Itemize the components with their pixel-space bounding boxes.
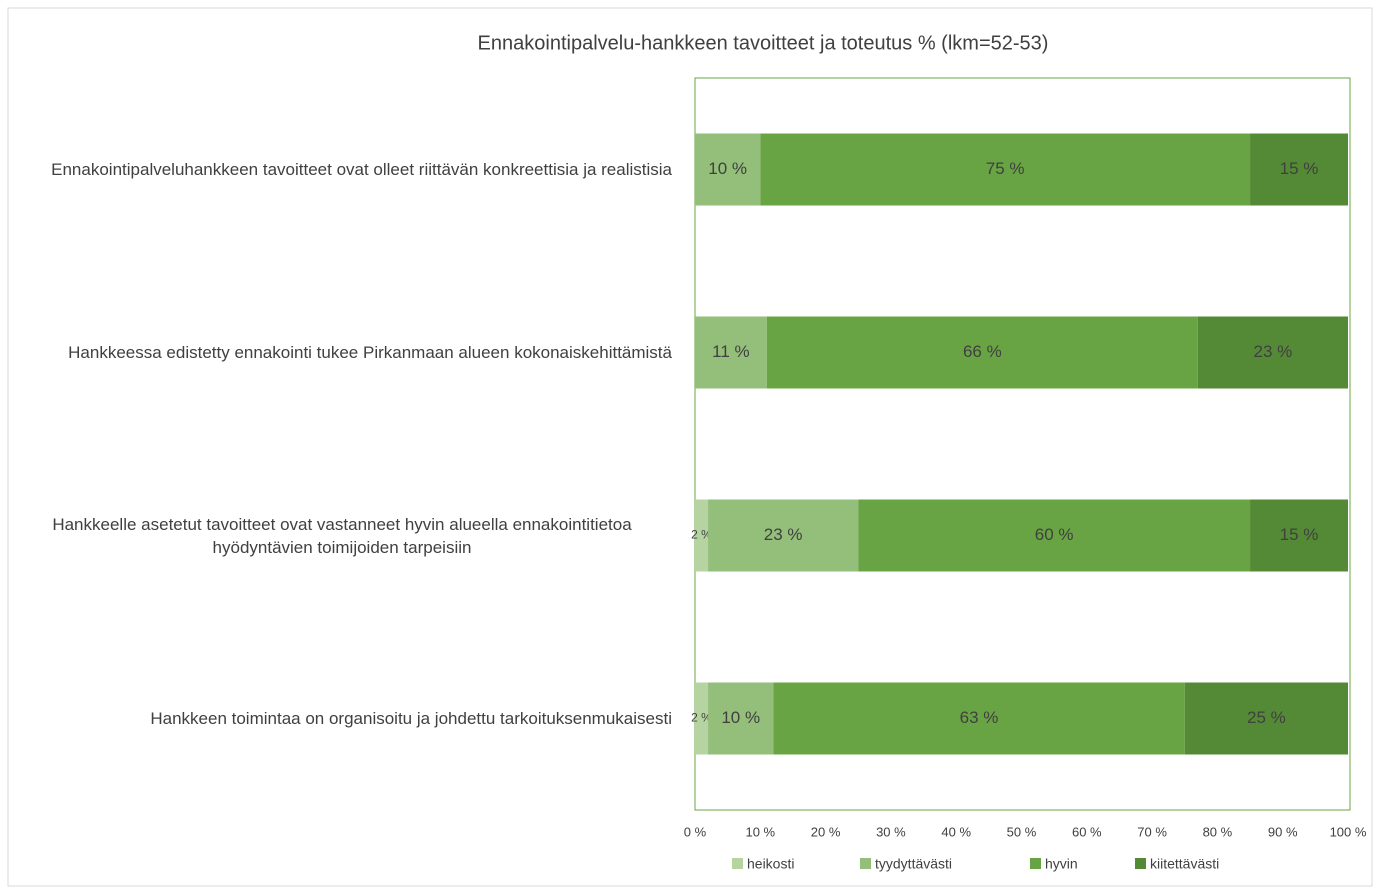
data-label: 63 % bbox=[960, 708, 999, 727]
category-text: Ennakointipalveluhankkeen tavoitteet ova… bbox=[51, 160, 672, 179]
data-label: 10 % bbox=[721, 708, 760, 727]
bar-segment bbox=[1250, 499, 1348, 572]
data-label: 11 % bbox=[712, 342, 750, 361]
x-tick-label: 70 % bbox=[1137, 824, 1167, 839]
data-label: 15 % bbox=[1280, 159, 1319, 178]
bar-segment bbox=[1250, 133, 1348, 206]
plot-border bbox=[694, 77, 1351, 811]
legend-label: hyvin bbox=[1045, 856, 1078, 872]
data-label: 25 % bbox=[1247, 708, 1286, 727]
category-label: Hankkeelle asetetut tavoitteet ovat vast… bbox=[0, 513, 672, 559]
legend-label: tyydyttävästi bbox=[875, 856, 952, 872]
bar-segment bbox=[766, 316, 1198, 389]
x-tick-label: 50 % bbox=[1007, 824, 1037, 839]
data-label: 66 % bbox=[963, 342, 1002, 361]
x-tick-label: 0 % bbox=[684, 824, 707, 839]
chart-border bbox=[7, 7, 1373, 887]
bar-segment bbox=[695, 316, 767, 389]
data-label: 60 % bbox=[1035, 525, 1074, 544]
data-label: 10 % bbox=[708, 159, 747, 178]
bar-segment bbox=[1197, 316, 1348, 389]
legend-swatch bbox=[1135, 858, 1146, 869]
category-text: Hankkeen toimintaa on organisoitu ja joh… bbox=[150, 709, 672, 728]
bar-segment bbox=[708, 499, 859, 572]
data-label: 23 % bbox=[1254, 342, 1293, 361]
data-label: 15 % bbox=[1280, 525, 1319, 544]
bar-segment bbox=[1184, 682, 1348, 755]
legend-swatch bbox=[732, 858, 743, 869]
data-label: 2 % bbox=[691, 528, 712, 542]
category-text: Hankkeessa edistetty ennakointi tukee Pi… bbox=[68, 343, 672, 362]
legend-label: kiitettävästi bbox=[1150, 856, 1219, 872]
category-text: Hankkeelle asetetut tavoitteet ovat vast… bbox=[52, 514, 632, 557]
data-label: 2 % bbox=[691, 711, 712, 725]
bar-segment bbox=[695, 499, 709, 572]
legend-label: heikosti bbox=[747, 856, 794, 872]
x-tick-label: 20 % bbox=[811, 824, 841, 839]
x-tick-label: 10 % bbox=[745, 824, 775, 839]
bar-segment bbox=[695, 133, 761, 206]
bar-segment bbox=[760, 133, 1251, 206]
data-label: 75 % bbox=[986, 159, 1025, 178]
bar-segment bbox=[695, 682, 709, 755]
x-tick-label: 30 % bbox=[876, 824, 906, 839]
category-label: Hankkeessa edistetty ennakointi tukee Pi… bbox=[0, 341, 672, 364]
category-label: Hankkeen toimintaa on organisoitu ja joh… bbox=[0, 707, 672, 730]
bar-segment bbox=[773, 682, 1185, 755]
x-tick-label: 90 % bbox=[1268, 824, 1298, 839]
x-tick-label: 100 % bbox=[1330, 824, 1367, 839]
data-label: 23 % bbox=[764, 525, 803, 544]
x-tick-label: 80 % bbox=[1203, 824, 1233, 839]
legend-swatch bbox=[1030, 858, 1041, 869]
chart-title: Ennakointipalvelu-hankkeen tavoitteet ja… bbox=[478, 32, 1049, 54]
legend-swatch bbox=[860, 858, 871, 869]
bar-segment bbox=[708, 682, 774, 755]
x-tick-label: 40 % bbox=[941, 824, 971, 839]
bar-segment bbox=[858, 499, 1251, 572]
category-label: Ennakointipalveluhankkeen tavoitteet ova… bbox=[0, 158, 672, 181]
x-tick-label: 60 % bbox=[1072, 824, 1102, 839]
